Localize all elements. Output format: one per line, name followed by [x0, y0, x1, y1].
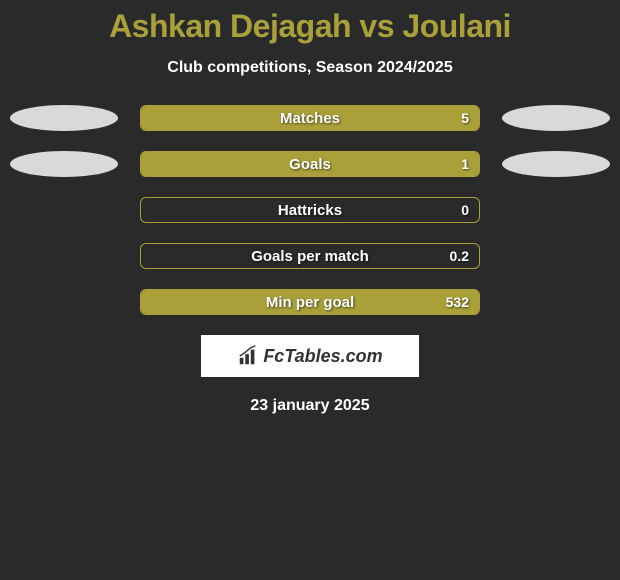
stat-bar: Min per goal532: [140, 289, 480, 315]
right-ellipse: [502, 105, 610, 131]
stat-bar: Goals per match0.2: [140, 243, 480, 269]
stat-row: Matches5: [0, 105, 620, 131]
subtitle: Club competitions, Season 2024/2025: [0, 59, 620, 77]
bar-value: 0: [461, 198, 469, 222]
logo-text: FcTables.com: [263, 346, 382, 367]
bar-value: 532: [446, 290, 469, 314]
bar-label: Goals: [141, 152, 479, 176]
bar-label: Min per goal: [141, 290, 479, 314]
logo-box: FcTables.com: [201, 335, 419, 377]
bar-label: Hattricks: [141, 198, 479, 222]
stat-bar: Hattricks0: [140, 197, 480, 223]
page-title: Ashkan Dejagah vs Joulani: [0, 8, 620, 45]
stat-row: Min per goal532: [0, 289, 620, 315]
comparison-infographic: Ashkan Dejagah vs Joulani Club competiti…: [0, 0, 620, 415]
bar-label: Matches: [141, 106, 479, 130]
bar-chart-icon: [237, 345, 259, 367]
stat-bar: Goals1: [140, 151, 480, 177]
right-ellipse: [502, 151, 610, 177]
bar-value: 5: [461, 106, 469, 130]
bar-value: 1: [461, 152, 469, 176]
bar-value: 0.2: [450, 244, 469, 268]
bar-label: Goals per match: [141, 244, 479, 268]
logo: FcTables.com: [237, 345, 382, 367]
left-ellipse: [10, 151, 118, 177]
stat-bar: Matches5: [140, 105, 480, 131]
date-text: 23 january 2025: [0, 397, 620, 415]
left-ellipse: [10, 105, 118, 131]
stat-row: Goals1: [0, 151, 620, 177]
stat-row: Hattricks0: [0, 197, 620, 223]
stat-row: Goals per match0.2: [0, 243, 620, 269]
bars-section: Matches5Goals1Hattricks0Goals per match0…: [0, 105, 620, 315]
